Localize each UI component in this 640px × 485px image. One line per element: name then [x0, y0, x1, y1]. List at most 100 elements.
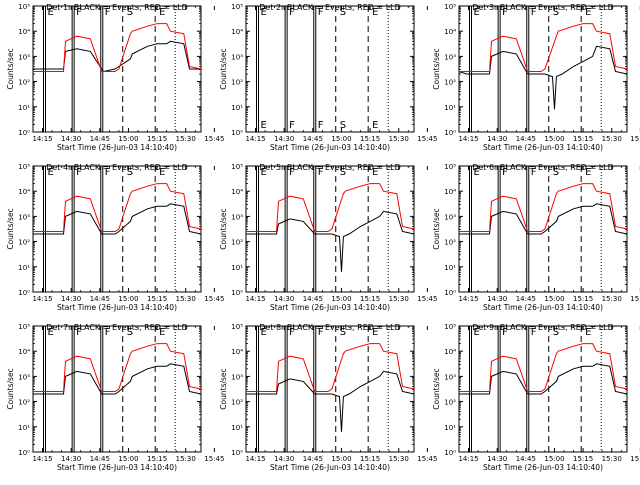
- x-tick-label: 14:45: [303, 295, 323, 303]
- plot-frame: [245, 165, 415, 293]
- events-rate-series-line: [33, 40, 201, 73]
- event-marker-letter: E: [372, 327, 378, 338]
- x-tick-label: 15:30: [602, 135, 622, 143]
- y-tick-label: 10⁵: [18, 3, 30, 11]
- detector-panel-9: Det 9r BLACK = Events, RED = LLD 10⁰ 10¹ 10…: [432, 323, 640, 472]
- lld-rate-series-line: [33, 183, 202, 232]
- event-marker-letter: E: [48, 167, 54, 178]
- y-tick-label: 10⁵: [444, 323, 456, 331]
- y-tick-label: 10⁰: [444, 289, 456, 297]
- event-marker-letter: F: [105, 7, 111, 18]
- y-tick-label: 10³: [231, 213, 243, 221]
- x-axis-label: Start Time (26-Jun-03 14:10:40): [483, 143, 603, 152]
- y-tick-label: 10²: [444, 79, 456, 87]
- event-marker-letter: E: [159, 327, 165, 338]
- y-tick-label: 10⁵: [18, 163, 30, 171]
- y-tick-label: 10³: [18, 213, 30, 221]
- x-tick-label: 15:15: [573, 295, 593, 303]
- y-tick-label: 10⁰: [444, 449, 456, 457]
- event-marker-letter: F: [289, 327, 295, 338]
- panel-title: Det 8r BLACK = Events, RED = LLD: [259, 323, 401, 332]
- y-tick-label: 10²: [444, 399, 456, 407]
- events-rate-series-line: [459, 203, 628, 235]
- x-tick-label: 15:45: [630, 455, 640, 463]
- x-tick-label: 14:30: [274, 295, 294, 303]
- x-tick-label: 15:45: [417, 135, 437, 143]
- x-axis-label: Start Time (26-Jun-03 14:10:40): [483, 303, 603, 312]
- x-tick-label: 14:15: [32, 135, 52, 143]
- detector-panel-2: Det 2r BLACK = Events, RED = LLD 10⁰ 10¹ 10…: [219, 3, 437, 152]
- event-marker-letter: F: [318, 327, 324, 338]
- y-tick-label: 10²: [231, 239, 243, 247]
- x-tick-label: 15:00: [118, 295, 138, 303]
- x-tick-label: 15:45: [417, 455, 437, 463]
- detector-panel-3: Det 3r BLACK = Events, RED = LLD 10⁰ 10¹ 10…: [432, 3, 640, 152]
- x-tick-label: 15:30: [602, 455, 622, 463]
- lld-rate-series-line: [459, 23, 628, 72]
- y-axis-label: Counts/sec: [6, 48, 15, 89]
- event-marker-letter: F: [502, 327, 508, 338]
- x-tick-label: 14:15: [32, 455, 52, 463]
- x-tick-label: 15:00: [544, 455, 564, 463]
- y-tick-label: 10⁰: [444, 129, 456, 137]
- event-marker-letter: E: [261, 327, 267, 338]
- y-tick-label: 10⁴: [231, 348, 243, 356]
- panel-title: Det 2r BLACK = Events, RED = LLD: [259, 3, 401, 12]
- x-tick-label: 15:00: [118, 135, 138, 143]
- x-tick-label: 14:15: [32, 295, 52, 303]
- plot-frame: [32, 325, 202, 453]
- detector-panel-1: Det 1r BLACK = Events, RED = LLD 10⁰ 10¹ 10…: [6, 3, 224, 152]
- y-axis-label: Counts/sec: [219, 208, 228, 249]
- y-tick-label: 10⁰: [231, 129, 243, 137]
- event-marker-letter: F: [105, 327, 111, 338]
- events-rate-series-line: [33, 203, 202, 235]
- y-tick-label: 10⁴: [444, 188, 456, 196]
- x-tick-label: 14:45: [303, 455, 323, 463]
- x-tick-label: 15:45: [417, 295, 437, 303]
- event-marker-letter: F: [502, 167, 508, 178]
- lld-rate-series-line: [459, 343, 628, 392]
- event-marker-letter: S: [553, 7, 559, 18]
- panel-title: Det 1r BLACK = Events, RED = LLD: [46, 3, 188, 12]
- y-tick-label: 10⁴: [444, 28, 456, 36]
- y-tick-label: 10¹: [231, 424, 243, 432]
- y-axis-label: Counts/sec: [432, 208, 441, 249]
- x-tick-label: 15:15: [573, 135, 593, 143]
- x-axis-label: Start Time (26-Jun-03 14:10:40): [270, 303, 390, 312]
- x-tick-label: 14:30: [61, 295, 81, 303]
- y-tick-label: 10⁰: [18, 129, 30, 137]
- event-marker-letter: E: [48, 327, 54, 338]
- y-tick-label: 10⁴: [18, 28, 30, 36]
- y-tick-label: 10²: [18, 239, 30, 247]
- event-marker-letter: F: [105, 167, 111, 178]
- y-tick-label: 10⁵: [231, 3, 243, 11]
- event-marker-letter: E: [159, 7, 165, 18]
- events-rate-series-line: [458, 45, 628, 110]
- x-tick-label: 15:00: [331, 135, 351, 143]
- y-tick-label: 10⁴: [444, 348, 456, 356]
- events-rate-series-line: [459, 363, 628, 395]
- x-tick-label: 14:30: [274, 455, 294, 463]
- x-tick-label: 15:30: [176, 135, 196, 143]
- y-tick-label: 10³: [231, 373, 243, 381]
- x-tick-label: 14:45: [90, 455, 110, 463]
- lld-rate-series-line: [33, 23, 202, 72]
- y-tick-label: 10⁰: [18, 289, 30, 297]
- lld-rate-series-line: [246, 343, 415, 392]
- y-tick-label: 10²: [18, 399, 30, 407]
- event-marker-letter: E: [474, 167, 480, 178]
- x-tick-label: 14:30: [487, 295, 507, 303]
- x-tick-label: 15:15: [360, 295, 380, 303]
- event-marker-letter: E: [585, 167, 591, 178]
- y-tick-label: 10⁵: [231, 323, 243, 331]
- y-tick-label: 10³: [18, 53, 30, 61]
- y-axis-label: Counts/sec: [219, 368, 228, 409]
- event-marker-letter: F: [289, 7, 295, 18]
- y-tick-label: 10³: [444, 373, 456, 381]
- x-tick-label: 14:15: [458, 455, 478, 463]
- x-tick-label: 15:45: [204, 135, 224, 143]
- event-marker-letter: F: [318, 7, 324, 18]
- event-marker-letter: S: [553, 167, 559, 178]
- x-axis-label: Start Time (26-Jun-03 14:10:40): [483, 463, 603, 472]
